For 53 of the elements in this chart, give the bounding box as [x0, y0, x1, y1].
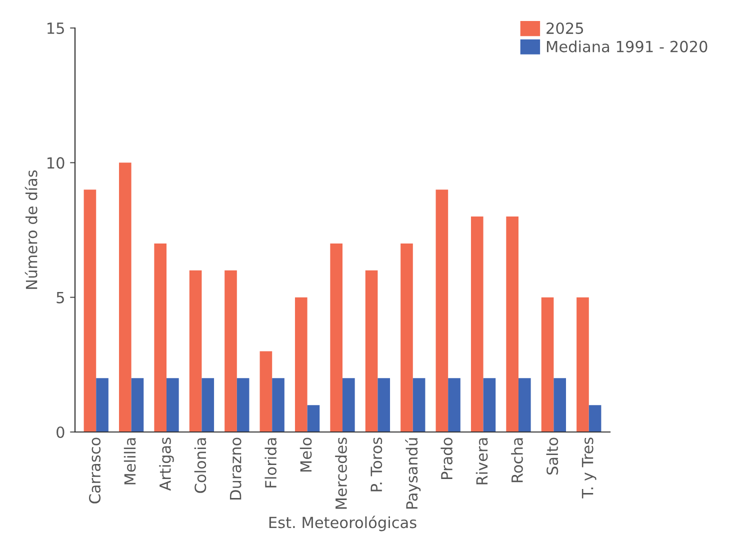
bar	[202, 378, 214, 432]
x-axis-title: Est. Meteorológicas	[269, 516, 416, 532]
bar	[96, 378, 108, 432]
bar	[342, 378, 355, 432]
bar	[400, 243, 413, 432]
bar	[260, 351, 272, 432]
legend-label: Mediana 1991 - 2020	[546, 40, 708, 52]
bar	[118, 162, 132, 432]
bar	[84, 190, 96, 432]
bar	[576, 297, 589, 432]
bar	[378, 378, 390, 432]
bar	[541, 297, 554, 432]
y-tick-label: 10	[48, 157, 64, 169]
y-axis-title: Número de días	[24, 170, 38, 289]
x-tick-label: T. y Tres	[582, 438, 596, 498]
bar	[224, 270, 237, 432]
bar	[365, 270, 378, 432]
bar	[307, 405, 320, 432]
y-tick-label: 5	[56, 292, 64, 304]
x-tick-label: Artigas	[159, 438, 174, 491]
x-tick-label: Melilla	[124, 438, 136, 484]
x-tick-label: Paysandú	[405, 438, 421, 509]
y-tick-label: 0	[56, 426, 64, 438]
x-tick-label: Prado	[440, 438, 453, 479]
bar	[294, 297, 308, 432]
legend-label: 2025	[546, 22, 584, 34]
bar	[436, 190, 448, 432]
x-tick-label: Colonia	[194, 438, 206, 493]
bar	[518, 378, 531, 432]
bar	[189, 270, 202, 432]
y-tick-label: 15	[48, 22, 64, 34]
x-tick-label: P. Toros	[370, 438, 382, 492]
x-tick-label: Rocha	[511, 438, 523, 482]
bar	[448, 378, 460, 432]
bar	[236, 378, 250, 432]
bar	[554, 378, 566, 432]
bar	[588, 405, 602, 432]
bar	[154, 243, 167, 432]
bar	[412, 378, 426, 432]
x-tick-label: Rivera	[476, 438, 488, 484]
x-tick-label: Florida	[264, 438, 277, 488]
bar	[330, 243, 342, 432]
bar	[470, 216, 484, 432]
x-tick-label: Durazno	[230, 438, 242, 500]
bar	[166, 378, 179, 432]
bar	[483, 378, 496, 432]
x-tick-label: Salto	[546, 438, 558, 474]
x-tick-label: Melo	[300, 438, 312, 472]
bar	[272, 378, 284, 432]
x-tick-label: Mercedes	[335, 438, 347, 509]
x-tick-label: Carrasco	[88, 438, 101, 504]
bar	[131, 378, 144, 432]
bar	[506, 216, 518, 432]
